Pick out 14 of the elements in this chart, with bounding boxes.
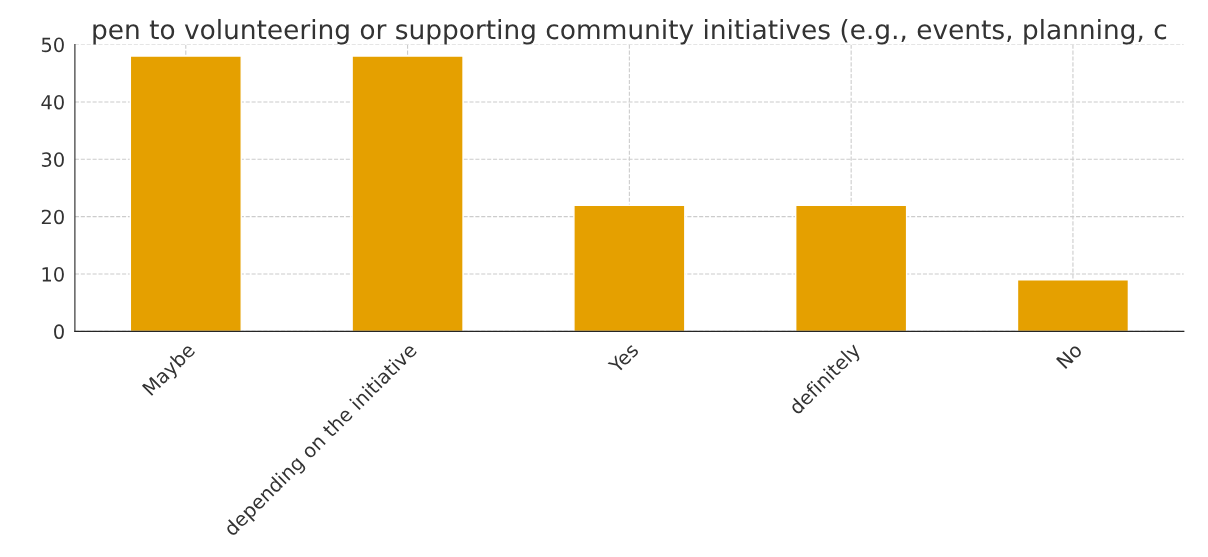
bar — [795, 204, 908, 332]
y-tick-label: 10 — [42, 267, 64, 282]
y-tick-label: 50 — [41, 37, 64, 53]
bar — [351, 55, 464, 332]
bar — [129, 55, 242, 332]
x-tick-label: No — [1056, 342, 1083, 370]
bar — [573, 204, 686, 332]
y-tick-label: 0 — [54, 324, 64, 340]
x-tick-label: Yes — [607, 342, 640, 375]
y-tick-label: 20 — [41, 209, 64, 225]
bar — [1016, 279, 1130, 332]
y-tick-label: 30 — [41, 152, 64, 167]
y-tick-label: 40 — [41, 94, 64, 110]
chart-title: pen to volunteering or supporting community initiatives (e.g., events, planning, c — [93, 18, 1167, 45]
